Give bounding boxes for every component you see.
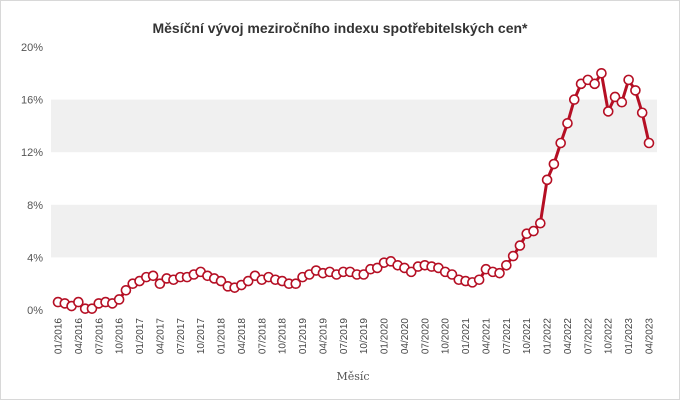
x-tick-label: 01/2016 <box>54 318 65 355</box>
x-tick-label: 04/2023 <box>645 318 656 355</box>
data-point <box>623 74 634 86</box>
x-tick-label: 01/2019 <box>298 318 309 355</box>
x-tick-label: 07/2017 <box>176 318 187 355</box>
x-tick-label: 07/2016 <box>94 318 105 355</box>
data-point <box>589 78 600 90</box>
data-point <box>113 294 125 305</box>
x-tick-label: 10/2021 <box>522 318 533 355</box>
data-point <box>555 137 566 149</box>
data-point <box>609 91 621 103</box>
data-point <box>602 106 614 117</box>
x-tick-label: 07/2021 <box>502 318 513 355</box>
x-tick-label: 04/2017 <box>155 318 166 355</box>
y-tick-label: 0% <box>27 305 43 317</box>
data-point <box>73 296 84 308</box>
grid-band <box>51 204 657 258</box>
x-tick-label: 04/2021 <box>481 318 492 355</box>
x-tick-label: 01/2022 <box>543 318 554 355</box>
x-tick-label: 04/2018 <box>237 318 248 355</box>
data-point <box>446 269 458 280</box>
x-tick-label: 10/2018 <box>278 318 289 355</box>
x-tick-label: 07/2020 <box>420 318 431 355</box>
data-point <box>290 278 302 290</box>
y-tick-label: 16% <box>21 95 43 107</box>
x-tick-label: 04/2016 <box>74 318 85 355</box>
x-axis: 01/2016 04/2016 07/2016 10/2016 01/2017 04/20… <box>54 318 656 355</box>
x-tick-label: 10/2020 <box>441 318 452 355</box>
x-tick-label: 04/2020 <box>400 318 411 355</box>
data-point <box>596 68 607 79</box>
x-tick-label: 01/2023 <box>624 318 635 355</box>
data-point <box>636 107 648 119</box>
data-point <box>242 275 254 287</box>
data-point <box>643 137 655 149</box>
x-tick-label: 10/2022 <box>604 318 615 355</box>
data-point <box>535 217 546 229</box>
data-point <box>528 225 539 237</box>
x-tick-label: 01/2018 <box>217 318 228 355</box>
y-tick-label: 12% <box>21 147 43 159</box>
x-tick-label: 07/2019 <box>339 318 350 355</box>
data-point <box>371 262 383 274</box>
y-tick-label: 8% <box>27 200 43 212</box>
chart-title: Měsíční vývoj meziročního indexu spotřeb… <box>152 20 528 36</box>
x-tick-label: 01/2020 <box>380 318 391 355</box>
data-point <box>507 250 519 262</box>
data-point <box>120 284 132 296</box>
data-point <box>405 266 417 278</box>
data-point <box>616 96 628 108</box>
data-point <box>501 259 512 271</box>
data-point <box>630 85 641 96</box>
data-point <box>473 274 485 286</box>
y-axis: 0% 4% 8% 12% 16% 20% <box>21 42 43 317</box>
x-tick-label: 10/2016 <box>115 318 126 355</box>
y-tick-label: 4% <box>27 252 43 264</box>
data-point <box>562 117 573 129</box>
x-tick-label: 07/2022 <box>583 318 594 355</box>
data-point <box>494 267 505 279</box>
x-tick-label: 04/2019 <box>318 318 329 355</box>
x-tick-label: 07/2018 <box>257 318 268 355</box>
data-point <box>358 269 369 280</box>
data-point <box>86 303 98 314</box>
data-point <box>514 240 526 251</box>
data-point <box>548 158 560 170</box>
x-tick-label: 10/2017 <box>196 318 207 355</box>
x-tick-label: 10/2019 <box>359 318 370 355</box>
data-point <box>215 275 227 287</box>
series-points <box>52 68 655 314</box>
data-point <box>147 270 159 282</box>
x-tick-label: 04/2022 <box>563 318 574 355</box>
x-axis-label: Měsíc <box>336 370 369 383</box>
x-tick-label: 01/2021 <box>461 318 472 355</box>
data-point <box>541 174 553 186</box>
data-point <box>568 94 580 105</box>
y-tick-label: 20% <box>21 42 43 54</box>
x-tick-label: 01/2017 <box>135 318 146 355</box>
data-point <box>154 278 166 290</box>
